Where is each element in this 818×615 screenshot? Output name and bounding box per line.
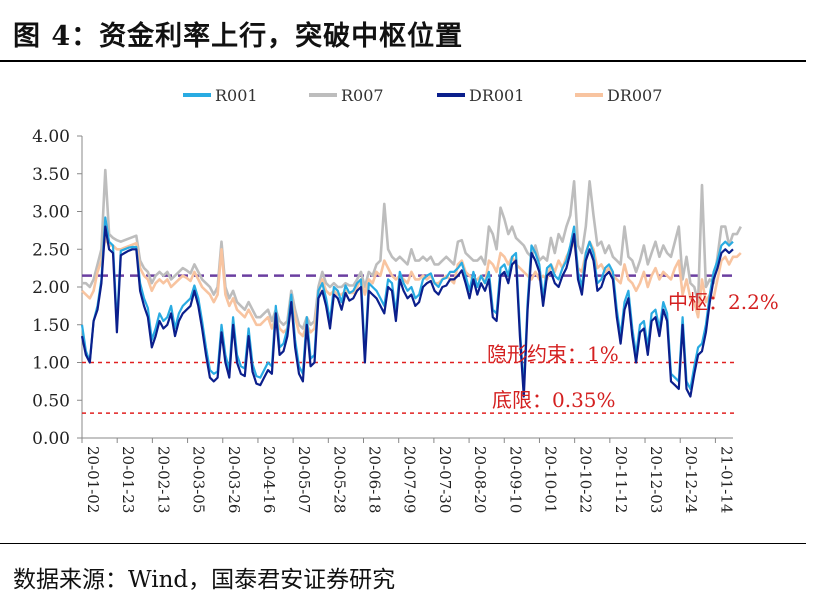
y-tick-label: 3.00 (32, 203, 70, 223)
x-tick-label: 20-07-09 (401, 446, 419, 513)
legend-label-dr001: DR001 (469, 86, 524, 105)
x-tick-label: 20-09-10 (506, 446, 524, 513)
x-tick-label: 20-04-16 (260, 446, 278, 513)
x-tick-label: 21-01-14 (717, 446, 735, 513)
y-axis: 0.00 0.50 1.00 1.50 2.00 2.50 3.00 3.50 4.00 (32, 127, 83, 449)
legend-label-r001: R001 (215, 86, 258, 105)
series-line-r001 (80, 216, 734, 390)
x-tick-label: 20-08-20 (471, 446, 489, 513)
x-tick-label: 20-10-22 (577, 446, 595, 513)
source-note: 数据来源：Wind，国泰君安证券研究 (13, 567, 396, 593)
top-rule (0, 60, 806, 62)
line-chart: R001 R007 DR001 DR007 0.00 0.50 1.00 1.50 2.00 2… (32, 86, 779, 513)
series-line-r007 (82, 168, 742, 330)
chart-legend: R001 R007 DR001 DR007 (183, 86, 662, 105)
reference-annotations: 中枢：2.2% 隐形约束：1% 底限：0.35% (487, 290, 779, 412)
x-tick-label: 20-12-03 (647, 446, 665, 513)
x-tick-label: 20-07-30 (436, 446, 454, 513)
y-tick-label: 2.50 (32, 240, 70, 260)
x-tick-label: 20-12-24 (682, 446, 700, 513)
x-tick-label: 20-10-01 (541, 446, 559, 513)
x-tick-label: 20-03-26 (225, 446, 243, 513)
y-tick-label: 4.00 (32, 127, 70, 147)
series-lines (80, 168, 742, 398)
y-tick-label: 2.00 (32, 278, 70, 298)
y-tick-label: 1.50 (32, 316, 70, 336)
x-tick-label: 20-11-12 (612, 446, 630, 513)
x-tick-label: 20-06-18 (366, 446, 384, 513)
bottom-rule (0, 543, 806, 544)
x-tick-label: 20-05-07 (295, 446, 313, 513)
x-tick-label: 20-05-28 (330, 446, 348, 513)
x-axis: 20-01-02 20-01-23 20-02-13 20-03-05 20-03-26… (81, 437, 735, 513)
x-tick-label: 20-02-13 (154, 446, 172, 513)
x-tick-label: 20-03-05 (190, 446, 208, 513)
series-line-dr001 (80, 225, 734, 398)
series-line-dr007 (81, 236, 742, 338)
x-tick-label: 20-01-23 (119, 446, 137, 513)
reference-annotation-1: 中枢：2.2% (668, 290, 779, 314)
y-tick-label: 1.00 (32, 354, 70, 374)
legend-label-dr007: DR007 (607, 86, 662, 105)
reference-annotation-2: 隐形约束：1% (487, 342, 619, 366)
y-tick-label: 3.50 (32, 165, 70, 185)
y-tick-label: 0.50 (32, 391, 70, 411)
reference-annotation-3: 底限：0.35% (492, 388, 616, 412)
legend-label-r007: R007 (341, 86, 384, 105)
y-tick-label: 0.00 (32, 429, 70, 449)
x-tick-label: 20-01-02 (84, 446, 102, 513)
figure-title: 图 4：资金利率上行，突破中枢位置 (13, 21, 464, 52)
